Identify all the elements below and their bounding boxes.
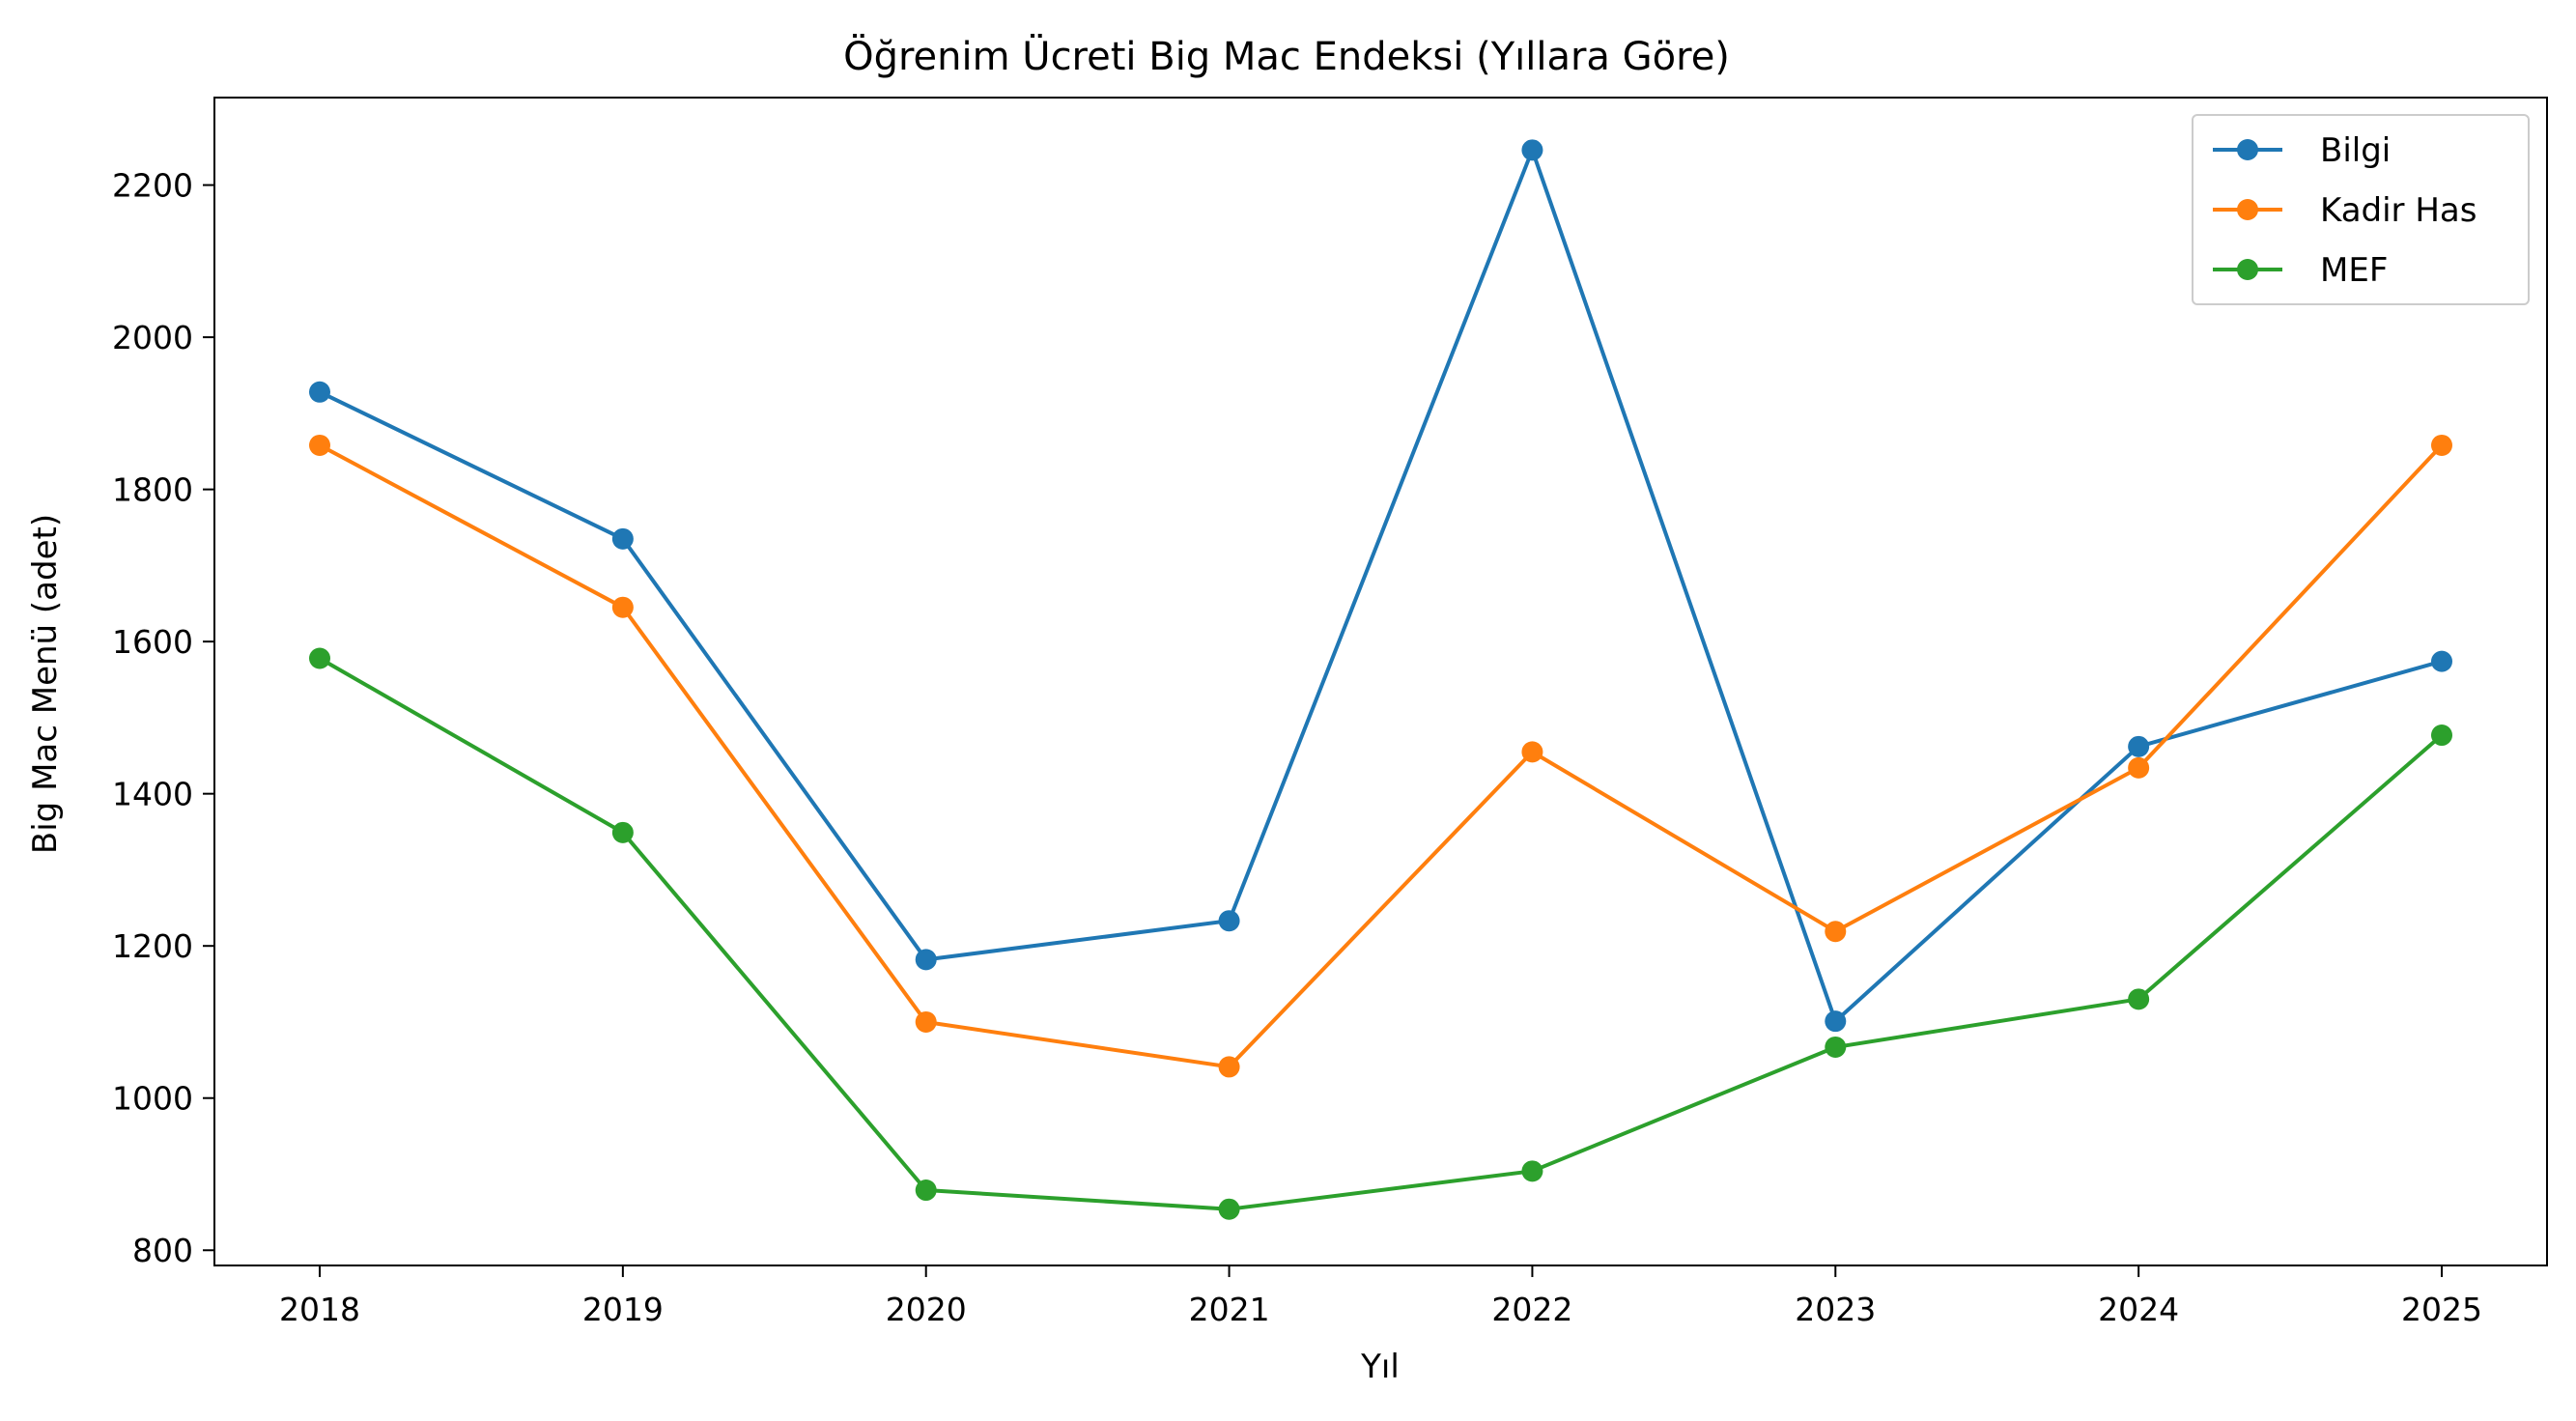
legend-swatch-marker <box>2237 139 2258 160</box>
legend-swatch-marker <box>2237 199 2258 220</box>
legend-item: MEF <box>2213 251 2388 290</box>
legend-item: Kadir Has <box>2213 191 2477 230</box>
x-tick-label: 2021 <box>1189 1291 1270 1328</box>
data-point <box>611 596 634 618</box>
series-layer <box>309 139 2452 1220</box>
plot-frame <box>213 97 2548 1266</box>
y-tick-label: 2200 <box>112 167 193 205</box>
data-point <box>915 1179 937 1202</box>
y-tick-label: 1400 <box>112 776 193 813</box>
series-line <box>319 443 2444 1069</box>
y-axis-ticks: 800 1000 1200 1400 1600 1800 2000 2200 <box>112 167 214 1269</box>
data-point <box>2128 735 2150 757</box>
data-point <box>1825 1036 1847 1058</box>
legend: Bilgi Kadir Has MEF <box>2192 114 2530 305</box>
x-tick-label: 2023 <box>1795 1291 1876 1328</box>
x-tick-label: 2022 <box>1491 1291 1572 1328</box>
data-point <box>2431 434 2452 456</box>
y-tick-label: 800 <box>132 1232 193 1269</box>
legend-swatch-marker <box>2237 259 2258 280</box>
data-point <box>1521 1160 1543 1182</box>
data-point <box>915 949 937 971</box>
data-point <box>1218 910 1240 932</box>
data-point <box>1825 921 1847 943</box>
x-tick-label: 2019 <box>582 1291 664 1328</box>
legend-label: Bilgi <box>2320 131 2391 170</box>
data-point <box>309 647 330 669</box>
data-point <box>2128 988 2150 1010</box>
series-mef <box>309 647 2452 1220</box>
data-point <box>309 434 330 456</box>
data-point <box>2128 756 2150 779</box>
data-point <box>1218 1198 1240 1220</box>
y-tick-label: 1800 <box>112 471 193 509</box>
legend-item: Bilgi <box>2213 131 2391 170</box>
x-tick-label: 2020 <box>886 1291 967 1328</box>
data-point <box>611 527 634 550</box>
data-point <box>1521 741 1543 763</box>
y-tick-label: 1600 <box>112 623 193 661</box>
data-point <box>1521 139 1543 161</box>
data-point <box>915 1010 937 1033</box>
data-point <box>309 381 330 403</box>
y-tick-label: 2000 <box>112 319 193 356</box>
x-tick-label: 2024 <box>2098 1291 2179 1328</box>
data-point <box>2431 725 2452 747</box>
x-axis-ticks: 2018 2019 2020 2021 2022 2023 2024 2025 <box>279 1265 2482 1328</box>
x-axis-label: Yıl <box>1360 1348 1400 1386</box>
series-bilgi <box>309 139 2452 1033</box>
y-tick-label: 1200 <box>112 927 193 965</box>
data-point <box>611 821 634 843</box>
series-line <box>319 656 2444 1211</box>
legend-items: Bilgi Kadir Has MEF <box>2213 131 2477 290</box>
series-line <box>319 148 2443 1024</box>
data-point <box>1218 1056 1240 1078</box>
legend-label: MEF <box>2320 251 2388 290</box>
chart-title: Öğrenim Ücreti Big Mac Endeksi (Yıllara … <box>843 33 1730 79</box>
y-tick-label: 1000 <box>112 1080 193 1118</box>
x-tick-label: 2018 <box>279 1291 360 1328</box>
legend-box <box>2192 114 2530 305</box>
x-tick-label: 2025 <box>2401 1291 2482 1328</box>
y-axis-label: Big Mac Menü (adet) <box>26 514 65 854</box>
series-kadir-has <box>309 434 2452 1078</box>
data-point <box>1825 1010 1847 1033</box>
data-point <box>2431 650 2452 672</box>
legend-label: Kadir Has <box>2320 191 2477 230</box>
